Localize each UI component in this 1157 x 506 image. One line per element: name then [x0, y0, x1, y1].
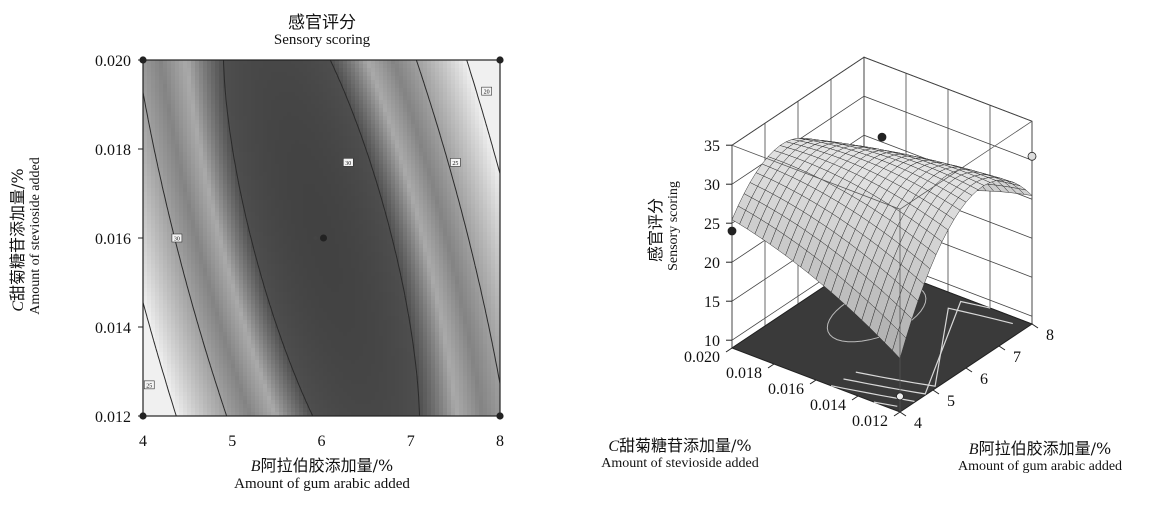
center-design-point-shadow: [313, 236, 318, 240]
contour-value-label: 25: [143, 380, 155, 389]
center-design-point: [320, 234, 327, 242]
floor-contour-line: [855, 307, 1013, 387]
corner-design-point: [496, 412, 504, 420]
b-tick-label: 5: [947, 393, 955, 410]
box-edge: [731, 144, 901, 210]
c-tick: [725, 347, 733, 353]
b-tick-label: 7: [1013, 349, 1021, 366]
contour-y-tick-label: 0.016: [95, 231, 131, 248]
b-tick: [932, 389, 940, 395]
contour-xlabel-cn: 阿拉伯胶添加量/%: [260, 456, 394, 475]
contour-line-20: [143, 60, 500, 416]
contour-xlabel-var: B: [250, 458, 261, 475]
contour-y-tick-label: 0.018: [95, 142, 131, 159]
contour-value-label: 30: [171, 233, 183, 243]
c-tick-label: 0.014: [810, 397, 846, 414]
contour-value-label: 20: [481, 86, 492, 96]
contour-x-tick-label: 5: [228, 433, 236, 450]
c-tick-label: 0.012: [852, 413, 888, 430]
contour-line-25: [143, 60, 500, 416]
surface-xlabel-var: B: [968, 441, 979, 458]
c-tick: [809, 379, 817, 385]
surface-xlabel-cn: 阿拉伯胶添加量/%: [978, 439, 1112, 458]
contour-xlabel-en: Amount of gum arabic added: [234, 476, 410, 492]
corner-design-point: [496, 56, 504, 64]
contour-y-tick-label: 0.020: [95, 53, 131, 70]
contour-title: 感官评分: [288, 13, 356, 33]
b-tick: [998, 345, 1006, 351]
surface-design-point: [896, 392, 904, 401]
floor-contour-line: [873, 401, 898, 407]
surface-design-point: [877, 132, 887, 142]
c-tick: [767, 363, 775, 369]
c-tick-label: 0.020: [684, 349, 720, 366]
b-tick: [899, 411, 907, 417]
contour-y-tick-label: 0.014: [95, 320, 131, 337]
surface-zlabel: 感官评分: [646, 198, 665, 263]
c-tick-label: 0.018: [726, 365, 762, 382]
surface-ylabel-en: Amount of stevioside added: [601, 456, 759, 471]
contour-subtitle: Sensory scoring: [273, 32, 371, 48]
b-tick-label: 8: [1046, 327, 1054, 344]
box-edge: [899, 120, 1033, 210]
z-tick-label: 15: [704, 294, 720, 311]
surface-ylabel-var: C: [608, 438, 620, 455]
surface-ylabel: C甜菊糖苷添加量/%: [570, 432, 790, 456]
c-tick: [851, 395, 859, 401]
surface-ylabel-cn: 甜菊糖苷添加量/%: [619, 436, 752, 455]
b-tick-label: 6: [980, 371, 988, 388]
z-tick-label: 25: [704, 216, 720, 233]
surface-design-point: [727, 226, 737, 236]
contour-x-tick-label: 6: [318, 433, 326, 450]
surface-zlabel-en: Sensory scoring: [666, 181, 681, 271]
floor-contour-line: [843, 300, 991, 395]
z-tick-label: 30: [704, 177, 720, 194]
contour-x-tick-label: 7: [407, 433, 415, 450]
contour-xlabel: B阿拉伯胶添加量/%: [222, 452, 422, 476]
surface-design-point: [1027, 151, 1037, 161]
contour-y-tick-label: 0.012: [95, 409, 131, 426]
contour-value-label: 30: [342, 158, 354, 167]
b-tick-label: 4: [914, 415, 922, 432]
surface-cell: [892, 329, 907, 359]
surface-xlabel: B阿拉伯胶添加量/%: [940, 435, 1140, 459]
c-tick-label: 0.016: [768, 381, 804, 398]
z-tick-label: 20: [704, 255, 720, 272]
contour-x-tick-label: 8: [496, 433, 504, 450]
contour-line-30: [223, 60, 420, 416]
contour-plot-svg: 4 5 6 7 8 0.012 0.014 0.016 0.018 0.020 25 30 30 25…: [95, 53, 504, 450]
c-tick: [893, 411, 901, 417]
z-tick-label: 10: [704, 333, 720, 350]
b-tick: [965, 367, 973, 373]
contour-value-label: 25: [450, 158, 461, 167]
contour-x-tick-label: 4: [139, 433, 147, 450]
surface-xlabel-en: Amount of gum arabic added: [957, 459, 1123, 474]
b-tick: [1031, 323, 1039, 329]
z-tick-label: 35: [704, 138, 720, 155]
